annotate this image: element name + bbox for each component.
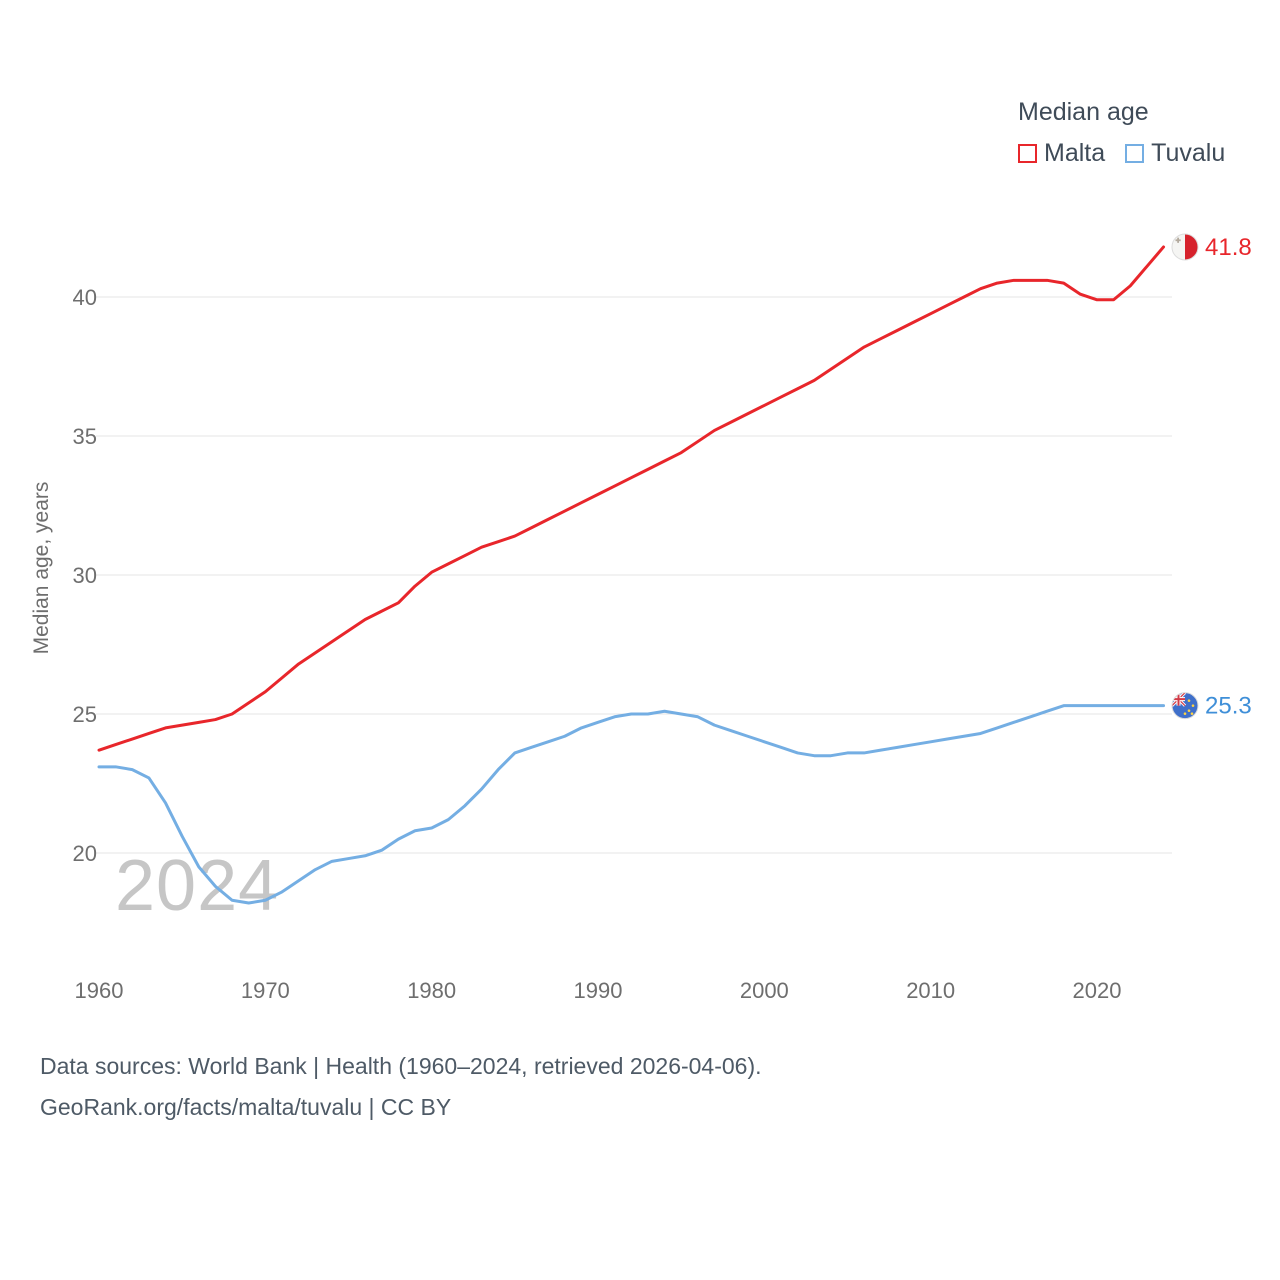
grid-layer: 20 25 30 35 40 1960 1970 1980 1990 2000 2010 2020	[73, 285, 1172, 1003]
end-value-tuvalu: 25.3	[1205, 693, 1252, 720]
data-sources-line: Data sources: World Bank | Health (1960–…	[40, 1053, 762, 1079]
series-layer	[97, 245, 1166, 905]
legend-title: Median age	[1018, 98, 1149, 126]
y-tick-label: 25	[73, 702, 97, 727]
legend-label-tuvalu: Tuvalu	[1151, 139, 1226, 167]
y-tick-label: 20	[73, 841, 97, 866]
x-tick-label: 1980	[407, 978, 456, 1003]
x-tick-label: 2010	[906, 978, 955, 1003]
legend-label-malta: Malta	[1044, 139, 1106, 167]
legend-items: Malta Tuvalu	[1018, 139, 1225, 168]
series-line-tuvalu[interactable]	[97, 704, 1166, 905]
x-tick-label: 2020	[1073, 978, 1122, 1003]
legend-item-malta[interactable]: Malta	[1018, 139, 1105, 168]
legend-item-tuvalu[interactable]: Tuvalu	[1125, 139, 1225, 168]
x-tick-label: 1990	[574, 978, 623, 1003]
x-tick-label: 1960	[75, 978, 124, 1003]
attribution-line: GeoRank.org/facts/malta/tuvalu | CC BY	[40, 1094, 452, 1120]
footer: Data sources: World Bank | Health (1960–…	[40, 1046, 762, 1128]
end-labels-layer: 41.8 25.3	[1171, 233, 1252, 720]
x-tick-label: 2000	[740, 978, 789, 1003]
tuvalu-flag-icon	[1171, 692, 1199, 720]
tuvalu-swatch-icon	[1125, 144, 1145, 163]
y-tick-label: 40	[73, 285, 97, 310]
y-tick-label: 35	[73, 424, 97, 449]
malta-flag-icon	[1171, 233, 1199, 261]
series-line-malta[interactable]	[97, 245, 1166, 752]
x-tick-label: 1970	[241, 978, 290, 1003]
end-value-malta: 41.8	[1205, 234, 1252, 261]
legend: Median age Malta Tuvalu	[1018, 98, 1225, 168]
malta-swatch-icon	[1018, 144, 1037, 163]
y-tick-label: 30	[73, 563, 97, 588]
